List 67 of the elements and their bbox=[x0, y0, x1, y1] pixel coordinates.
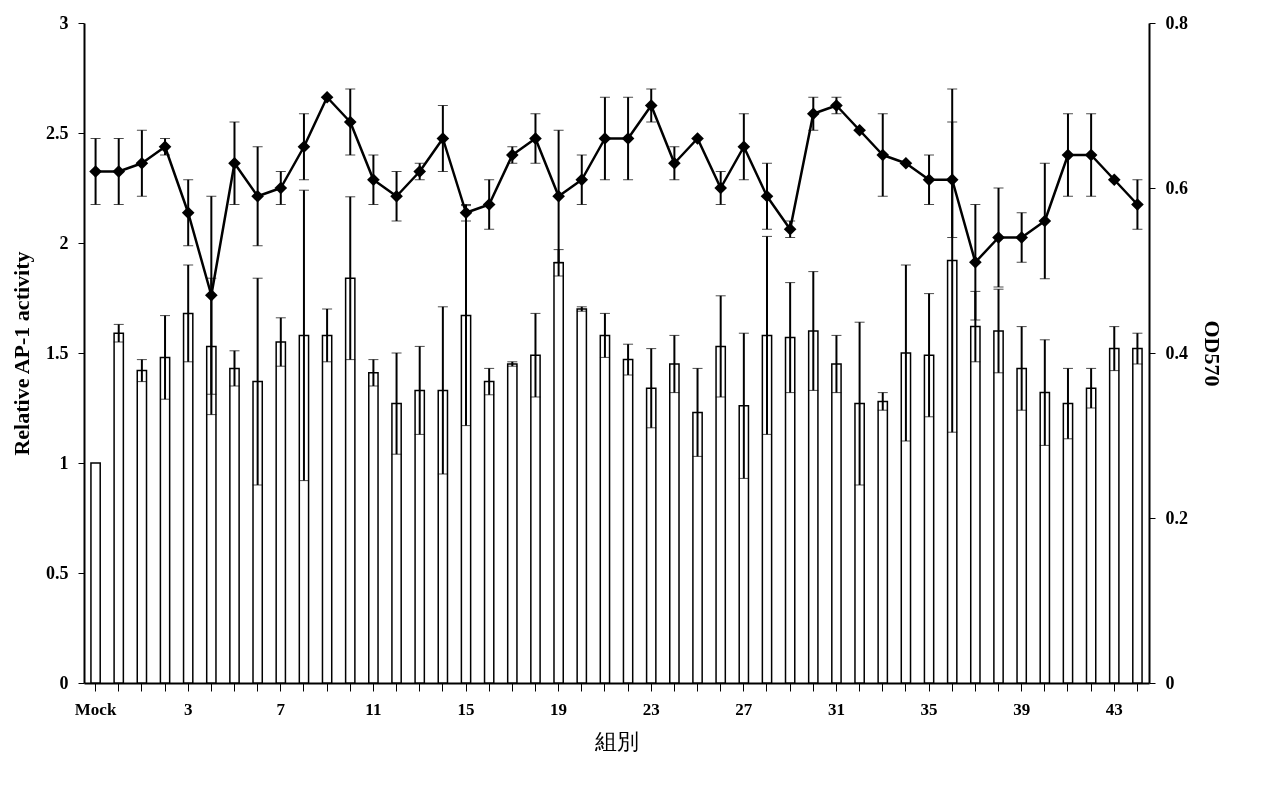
point bbox=[89, 165, 102, 178]
x-tick-label: 27 bbox=[735, 699, 753, 719]
y2-tick-label: 0 bbox=[1165, 672, 1175, 693]
point bbox=[714, 181, 728, 195]
point bbox=[1061, 148, 1075, 162]
point bbox=[806, 107, 820, 121]
point bbox=[691, 132, 704, 145]
x-tick-label: 31 bbox=[827, 699, 845, 719]
point bbox=[969, 255, 982, 269]
point bbox=[436, 132, 450, 145]
point bbox=[205, 288, 218, 302]
point bbox=[992, 231, 1005, 244]
point bbox=[251, 189, 264, 203]
point bbox=[598, 132, 612, 145]
point bbox=[945, 173, 959, 187]
point bbox=[876, 148, 890, 162]
x-tick-label: 11 bbox=[365, 699, 382, 719]
point bbox=[644, 99, 658, 112]
point bbox=[297, 140, 311, 154]
x-tick-label: 43 bbox=[1105, 699, 1123, 719]
y-tick-label: 1.5 bbox=[46, 342, 69, 363]
y-tick-label: 2 bbox=[59, 232, 69, 253]
point bbox=[181, 206, 195, 220]
x-tick-label: 35 bbox=[920, 699, 938, 719]
point bbox=[575, 173, 589, 187]
x-tick-label: 19 bbox=[550, 699, 568, 719]
y-tick-label: 2.5 bbox=[46, 122, 69, 143]
y2-tick-label: 0.6 bbox=[1165, 177, 1188, 198]
y-axis-title: Relative AP-1 activity bbox=[9, 251, 34, 456]
point bbox=[668, 156, 681, 170]
point bbox=[1038, 214, 1052, 228]
x-tick-label: 3 bbox=[183, 699, 193, 719]
point bbox=[482, 198, 496, 211]
point bbox=[1131, 198, 1144, 211]
point bbox=[899, 156, 913, 170]
y-tick-label: 0.5 bbox=[46, 562, 69, 583]
point bbox=[1107, 173, 1121, 187]
point bbox=[343, 115, 357, 129]
point bbox=[320, 90, 334, 104]
point bbox=[922, 173, 936, 187]
x-tick-label: 23 bbox=[642, 699, 660, 719]
x-tick-label: 39 bbox=[1013, 699, 1031, 719]
y-tick-label: 0 bbox=[59, 672, 69, 693]
x-tick-label: Mock bbox=[74, 699, 117, 719]
point bbox=[274, 181, 288, 195]
y2-axis-title: OD570 bbox=[1200, 320, 1225, 387]
x-tick-label: 7 bbox=[276, 699, 286, 719]
y2-tick-label: 0.8 bbox=[1165, 12, 1188, 33]
point bbox=[621, 132, 635, 145]
point bbox=[390, 189, 403, 203]
point bbox=[1084, 148, 1098, 162]
y2-tick-label: 0.4 bbox=[1165, 342, 1188, 363]
point bbox=[1015, 231, 1028, 244]
point bbox=[552, 189, 565, 203]
y-tick-label: 1 bbox=[59, 452, 69, 473]
point bbox=[760, 189, 774, 203]
point bbox=[529, 132, 542, 145]
point bbox=[367, 173, 380, 187]
x-tick-label: 15 bbox=[457, 699, 475, 719]
y2-tick-label: 0.2 bbox=[1165, 507, 1188, 528]
x-axis-title: 組別 bbox=[594, 728, 639, 754]
point bbox=[853, 123, 866, 137]
y-tick-label: 3 bbox=[59, 12, 69, 33]
point bbox=[135, 156, 149, 170]
point bbox=[228, 156, 241, 170]
point bbox=[112, 165, 126, 178]
point bbox=[737, 140, 751, 154]
